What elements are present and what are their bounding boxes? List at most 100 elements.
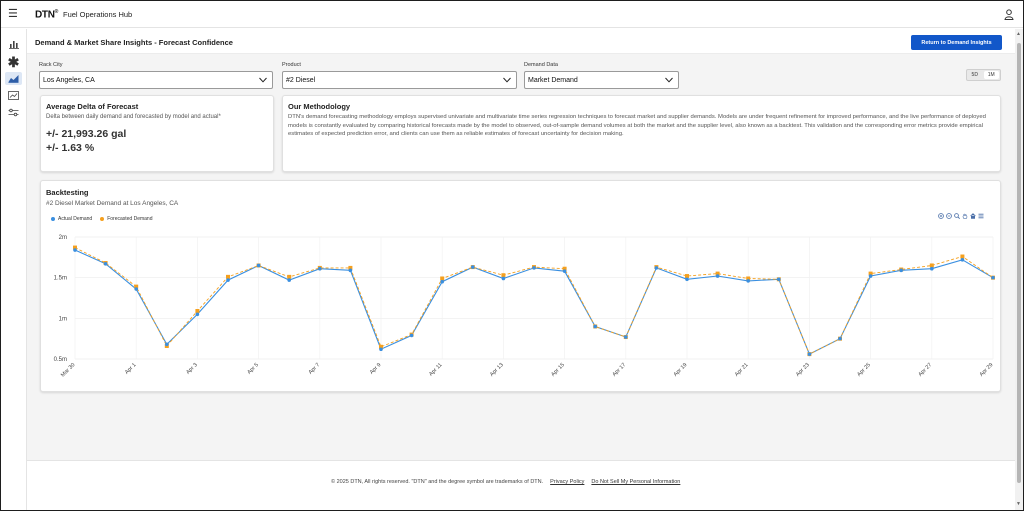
chevron-down-icon [259,77,267,83]
actual-demand-point [165,342,169,347]
chevron-down-icon [503,77,511,83]
sidebar-item-reports[interactable] [5,38,22,51]
app-title: Fuel Operations Hub [63,10,133,19]
actual-demand-point [899,268,903,273]
forecasted-demand-point [929,263,934,268]
x-tick-label: Apr 21 [734,362,750,378]
x-tick-label: Apr 29 [979,362,995,378]
x-tick-label: Apr 7 [308,362,322,376]
dtn-logo: DTN® [35,9,59,21]
delta-percent-value: +/- 1.63 % [46,142,95,154]
demand-data-select[interactable]: Market Demand [524,71,679,89]
methodology-title: Our Methodology [288,102,351,111]
rack-city-value: Los Angeles, CA [43,76,95,84]
x-tick-label: Apr 25 [856,362,872,378]
backtesting-chart: 0.5m 1m 1.5m 2m Mar 30 Apr 1 Apr 3 Apr 5 Apr 7 Ap… [54,235,995,379]
sidebar-item-demand-insights[interactable] [5,72,22,85]
backtesting-card: Backtesting #2 Diesel Market Demand at L… [40,180,1001,392]
forecasted-demand-point [226,274,230,279]
y-tick-label: 1m [59,316,67,322]
x-tick-label: Apr 3 [185,362,199,376]
rack-city-label: Rack City [39,62,63,68]
average-delta-title: Average Delta of Forecast [46,102,139,111]
x-tick-label: Mar 30 [60,362,76,378]
y-tick-label: 0.5m [54,357,67,363]
actual-demand-point [562,269,567,273]
forecasted-demand-line [74,247,994,355]
top-bar: ☰ DTN® Fuel Operations Hub [1,1,1023,28]
bar-chart-icon [8,41,19,49]
rack-city-select[interactable]: Los Angeles, CA [39,71,273,89]
delta-gallons-value: +/- 21,993.26 gal [46,128,127,140]
actual-demand-point [256,263,261,268]
legend-item-forecast[interactable]: Forecasted Demand [100,216,153,222]
actual-demand-point [134,287,138,291]
footer: © 2025 DTN, All rights reserved. "DTN" a… [27,460,1015,510]
methodology-text: DTN's demand forecasting methodology emp… [288,114,986,138]
actual-demand-point [838,336,842,341]
chevron-down-icon [665,77,673,83]
range-5d-button[interactable]: 5D [971,72,978,78]
average-delta-subtitle: Delta between daily demand and forecaste… [46,114,221,120]
actual-demand-point [379,347,383,352]
footer-content: © 2025 DTN, All rights reserved. "DTN" a… [331,479,680,485]
page-header: Demand & Market Share Insights - Forecas… [27,29,1015,54]
chart-toolbar [938,213,984,219]
forecasted-demand-point [685,274,689,279]
pan-hand-icon[interactable] [962,213,968,219]
forecasted-demand-point [287,274,292,279]
product-select[interactable]: #2 Diesel [282,71,517,89]
home-reset-icon[interactable] [970,213,976,219]
actual-demand-point [960,257,965,262]
sidebar-item-special[interactable]: ✱ [5,55,22,69]
user-icon[interactable] [1004,9,1014,20]
return-to-demand-insights-button[interactable]: Return to Demand Insights [911,35,1002,50]
zoom-out-icon[interactable] [946,213,952,219]
sidebar: ✱ [1,29,27,510]
privacy-policy-link[interactable]: Privacy Policy [550,479,585,485]
do-not-sell-link[interactable]: Do Not Sell My Personal Information [591,479,681,485]
chart-legend: Actual Demand Forecasted Demand [51,216,153,222]
actual-demand-point [777,277,781,282]
legend-swatch-forecast [100,217,105,221]
forecasted-demand-point [562,266,567,271]
x-tick-label: Apr 19 [673,362,689,378]
scroll-thumb[interactable] [1017,43,1021,483]
x-tick-label: Apr 13 [489,362,505,378]
legend-item-actual[interactable]: Actual Demand [51,216,92,222]
sidebar-item-settings[interactable] [5,106,22,119]
actual-demand-point [532,266,536,270]
x-tick-label: Apr 15 [550,362,566,378]
legend-label-forecast: Forecasted Demand [107,216,153,222]
menu-icon[interactable]: ☰ [8,8,18,20]
forecasted-demand-point [134,284,139,289]
average-delta-card: Average Delta of Forecast Delta between … [40,95,274,172]
actual-demand-point [73,248,77,252]
actual-demand-point [715,274,720,278]
page-scrollbar[interactable]: ▲ ▼ [1015,29,1023,510]
range-1m-button[interactable]: 1M [983,71,999,79]
actual-demand-point [685,277,689,282]
actual-demand-point [593,324,597,329]
sidebar-item-trends[interactable] [5,89,22,102]
product-value: #2 Diesel [286,76,316,84]
x-tick-label: Apr 1 [124,362,138,376]
chart-menu-icon[interactable] [978,213,984,219]
forecasted-demand-point [746,276,751,281]
forecasted-demand-point [715,271,720,276]
trend-chart-icon [8,91,19,100]
actual-demand-point [195,312,200,317]
footer-copyright: © 2025 DTN, All rights reserved. "DTN" a… [331,479,544,485]
scroll-down-arrow-icon[interactable]: ▼ [1016,501,1021,507]
backtesting-title: Backtesting [46,188,89,197]
forecasted-demand-point [379,344,383,349]
backtesting-subtitle: #2 Diesel Market Demand at Los Angeles, … [46,200,179,207]
x-tick-label: Apr 11 [428,362,443,377]
scroll-up-arrow-icon[interactable]: ▲ [1016,31,1021,37]
actual-demand-point [654,266,659,270]
zoom-in-icon[interactable] [938,213,944,219]
zoom-selection-icon[interactable] [954,213,960,219]
actual-demand-point [440,279,445,284]
page-title: Demand & Market Share Insights - Forecas… [35,38,233,47]
